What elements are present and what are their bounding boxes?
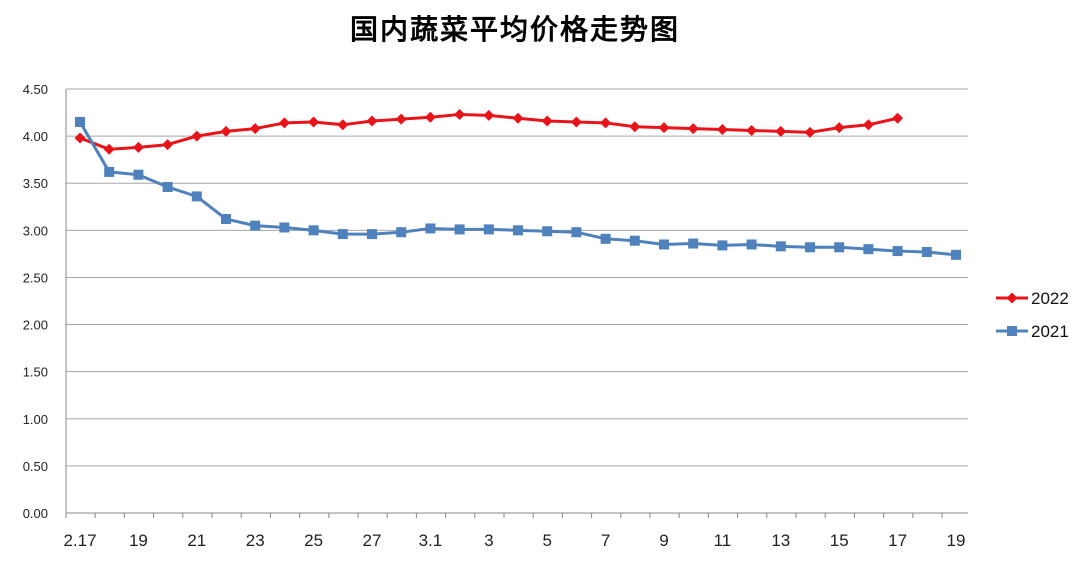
data-point-2022 xyxy=(191,130,203,142)
data-point-2021 xyxy=(104,166,115,177)
data-point-2022 xyxy=(512,112,524,124)
data-point-2022 xyxy=(600,117,612,129)
data-point-2021 xyxy=(250,220,261,231)
legend-marker-2021 xyxy=(1007,326,1017,336)
data-point-2021 xyxy=(308,225,319,236)
x-tick-label: 9 xyxy=(659,531,668,550)
data-point-2022 xyxy=(862,119,874,131)
y-tick-label: 0.50 xyxy=(23,459,48,474)
data-point-2021 xyxy=(454,224,465,235)
data-point-2022 xyxy=(337,119,349,131)
data-point-2022 xyxy=(454,108,466,120)
data-point-2021 xyxy=(834,242,845,253)
data-point-2021 xyxy=(133,169,144,180)
data-point-2021 xyxy=(775,241,786,252)
y-tick-label: 4.00 xyxy=(23,129,48,144)
data-point-2021 xyxy=(396,227,407,238)
data-point-2021 xyxy=(863,244,874,255)
y-tick-label: 0.00 xyxy=(23,506,48,521)
data-point-2021 xyxy=(629,235,640,246)
y-tick-label: 1.00 xyxy=(23,412,48,427)
data-point-2022 xyxy=(278,117,290,129)
data-point-2021 xyxy=(483,224,494,235)
data-point-2021 xyxy=(921,247,932,258)
x-tick-label: 19 xyxy=(947,531,966,550)
data-point-2022 xyxy=(132,141,144,153)
chart-title: 国内蔬菜平均价格走势图 xyxy=(349,13,680,46)
data-point-2021 xyxy=(805,242,815,253)
x-tick-label: 13 xyxy=(771,531,790,550)
grid-lines xyxy=(66,88,968,467)
data-point-2021 xyxy=(75,116,85,127)
x-tick-label: 3 xyxy=(484,531,493,550)
data-point-2021 xyxy=(688,238,699,249)
x-tick-label: 11 xyxy=(714,531,732,550)
legend-label-2022: 2022 xyxy=(1031,289,1069,308)
data-point-2022 xyxy=(746,124,758,136)
data-point-2022 xyxy=(570,116,582,128)
data-point-2022 xyxy=(716,124,728,136)
legend-label-2021: 2021 xyxy=(1031,322,1069,341)
data-point-2021 xyxy=(951,249,961,260)
legend: 2022 2021 xyxy=(996,289,1069,341)
data-point-2022 xyxy=(220,125,232,137)
x-tick-label: 21 xyxy=(187,531,206,550)
data-point-2022 xyxy=(74,132,86,144)
y-tick-label: 2.00 xyxy=(23,318,48,333)
y-tick-label: 1.50 xyxy=(23,365,48,380)
data-point-2022 xyxy=(833,122,845,134)
data-point-2022 xyxy=(308,116,320,128)
axes xyxy=(65,89,968,518)
y-tick-labels: 0.00 0.50 1.00 1.50 2.00 2.50 3.00 3.50 4.00 4.50 xyxy=(23,82,48,521)
data-point-2021 xyxy=(425,223,436,234)
data-point-2021 xyxy=(746,239,757,250)
data-point-2022 xyxy=(366,115,378,127)
data-point-2022 xyxy=(162,139,174,151)
y-tick-label: 2.50 xyxy=(23,270,48,285)
data-point-2021 xyxy=(279,222,290,233)
data-point-2022 xyxy=(541,115,553,127)
data-point-2022 xyxy=(775,125,787,137)
data-point-2022 xyxy=(483,109,495,121)
data-point-2021 xyxy=(600,233,611,244)
data-point-2022 xyxy=(804,126,816,138)
data-point-2022 xyxy=(892,112,904,124)
data-point-2021 xyxy=(162,181,173,192)
y-tick-label: 4.50 xyxy=(23,82,48,97)
data-point-2022 xyxy=(249,123,261,135)
x-tick-label: 27 xyxy=(363,531,382,550)
data-point-2022 xyxy=(629,121,641,133)
x-tick-label: 5 xyxy=(542,531,551,550)
x-tick-label: 19 xyxy=(129,531,148,550)
data-point-2021 xyxy=(571,227,582,238)
data-point-2021 xyxy=(191,191,202,202)
data-point-2021 xyxy=(513,225,523,236)
x-tick-label: 3.1 xyxy=(419,531,443,550)
data-point-2021 xyxy=(542,226,553,237)
y-tick-label: 3.50 xyxy=(23,176,48,191)
y-tick-label: 3.00 xyxy=(23,223,48,238)
data-point-2022 xyxy=(658,122,670,134)
x-tick-label: 7 xyxy=(601,531,610,550)
x-tick-label: 23 xyxy=(246,531,265,550)
data-point-2022 xyxy=(395,113,407,125)
x-tick-label: 17 xyxy=(888,531,907,550)
data-point-2021 xyxy=(367,229,377,240)
legend-marker-2022 xyxy=(1006,292,1018,304)
x-tick-label: 2.17 xyxy=(63,531,96,550)
data-point-2022 xyxy=(103,143,115,155)
x-tick-label: 25 xyxy=(304,531,323,550)
data-point-2022 xyxy=(424,111,436,123)
data-point-2022 xyxy=(687,123,699,135)
data-point-2021 xyxy=(221,214,231,225)
x-tick-labels: 2.17 19 21 23 25 27 3.1 3 5 7 9 11 13 15 17 19 xyxy=(63,531,965,550)
data-point-2021 xyxy=(717,240,728,251)
data-point-2021 xyxy=(337,229,348,240)
data-point-2021 xyxy=(892,246,903,257)
data-point-2021 xyxy=(659,239,669,250)
x-tick-label: 15 xyxy=(830,531,849,550)
series xyxy=(74,108,961,260)
